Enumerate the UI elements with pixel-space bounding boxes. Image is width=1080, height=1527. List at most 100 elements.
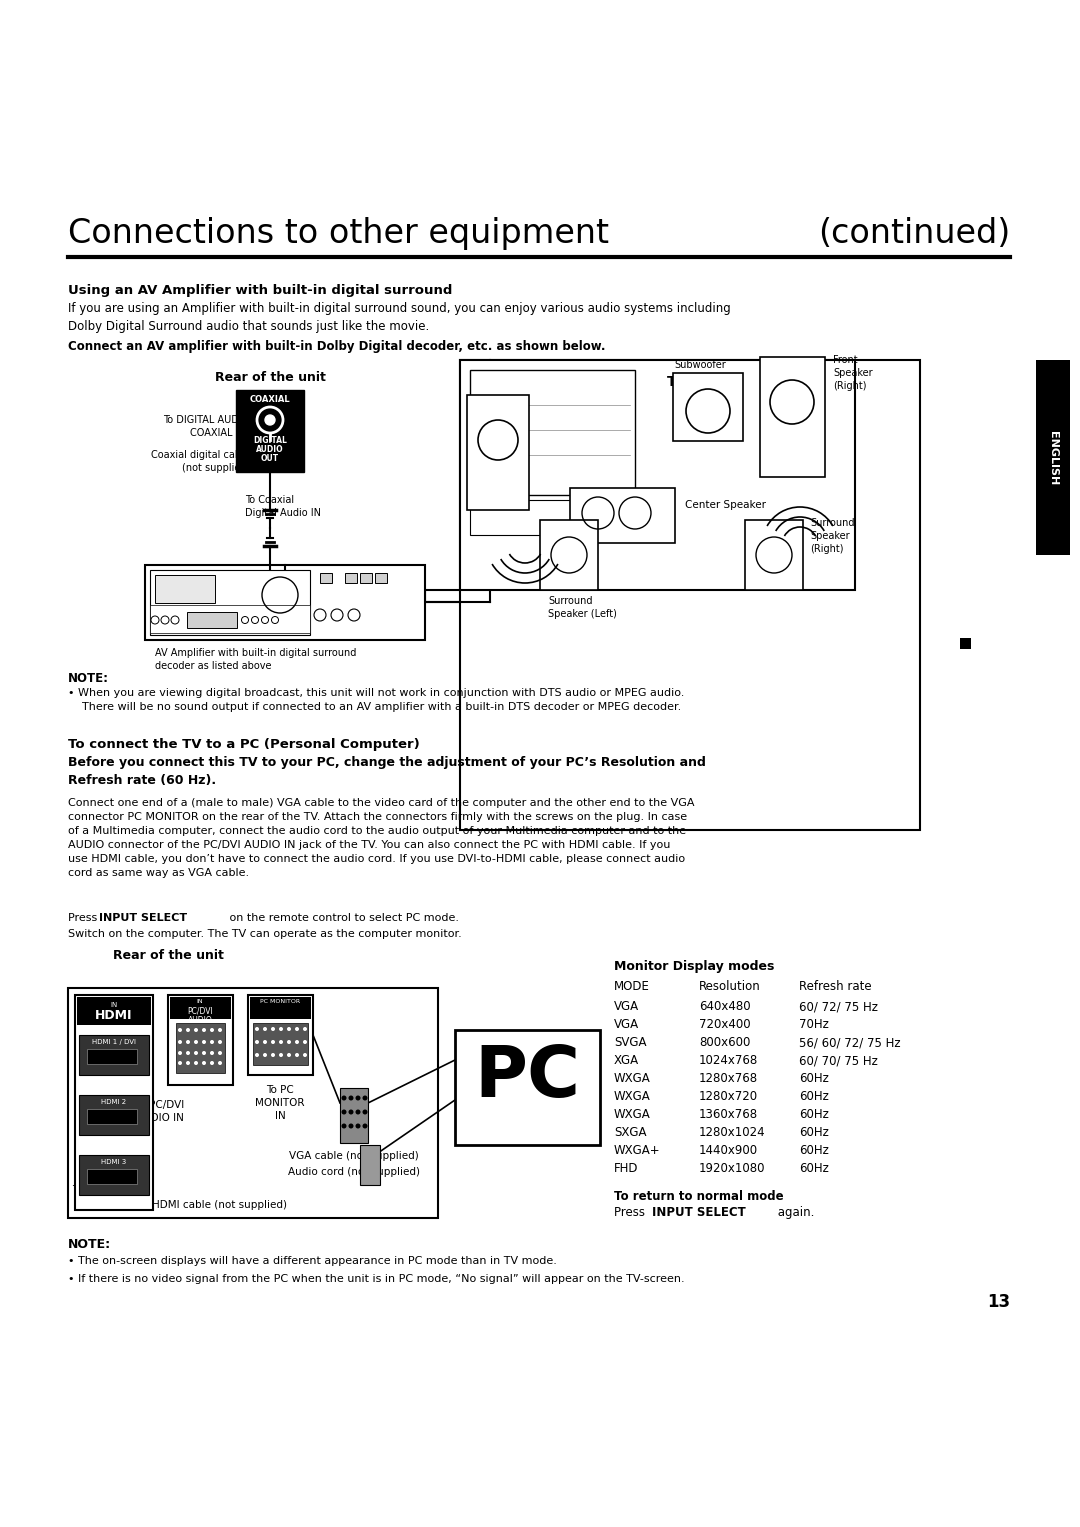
Text: NOTE:: NOTE: bbox=[68, 1238, 111, 1251]
Circle shape bbox=[295, 1040, 299, 1044]
Bar bbox=[745, 521, 804, 589]
Text: Using an AV Amplifier with built-in digital surround: Using an AV Amplifier with built-in digi… bbox=[68, 284, 453, 296]
Text: To PC
MONITOR
IN: To PC MONITOR IN bbox=[255, 1086, 305, 1121]
Circle shape bbox=[279, 1040, 283, 1044]
Circle shape bbox=[194, 1028, 198, 1032]
Text: HDMI 1 / DVI: HDMI 1 / DVI bbox=[92, 1038, 136, 1044]
Text: MODE: MODE bbox=[615, 980, 650, 993]
Circle shape bbox=[265, 415, 275, 425]
Text: To DIGITAL AUDIO /
COAXIAL OUT: To DIGITAL AUDIO / COAXIAL OUT bbox=[163, 415, 256, 438]
Bar bbox=[540, 521, 598, 589]
Text: (continued): (continued) bbox=[818, 217, 1010, 250]
Circle shape bbox=[363, 1110, 367, 1115]
Text: 60Hz: 60Hz bbox=[799, 1109, 828, 1121]
Text: 1280x768: 1280x768 bbox=[699, 1072, 758, 1086]
Text: 60/ 72/ 75 Hz: 60/ 72/ 75 Hz bbox=[799, 1000, 878, 1012]
Text: ENGLISH: ENGLISH bbox=[1048, 431, 1058, 486]
Circle shape bbox=[295, 1054, 299, 1057]
Bar bbox=[340, 1089, 368, 1144]
Circle shape bbox=[349, 1124, 353, 1128]
Bar bbox=[248, 996, 313, 1075]
Text: Rear of the unit: Rear of the unit bbox=[215, 371, 325, 383]
Text: • The on-screen displays will have a different appearance in PC mode than in TV : • The on-screen displays will have a dif… bbox=[68, 1257, 557, 1266]
Bar bbox=[1036, 360, 1070, 554]
Text: VGA cable (not supplied): VGA cable (not supplied) bbox=[289, 1151, 419, 1161]
Text: VGA: VGA bbox=[615, 1000, 639, 1012]
Text: Resolution: Resolution bbox=[699, 980, 760, 993]
Circle shape bbox=[194, 1040, 198, 1044]
Text: FHD: FHD bbox=[615, 1162, 638, 1174]
Circle shape bbox=[202, 1028, 206, 1032]
Circle shape bbox=[255, 1040, 259, 1044]
Text: HDMI: HDMI bbox=[95, 1009, 133, 1022]
Circle shape bbox=[186, 1028, 190, 1032]
Bar bbox=[360, 1145, 380, 1185]
Bar bbox=[253, 1023, 308, 1064]
Bar bbox=[345, 573, 357, 583]
Text: Surround
Speaker (Left): Surround Speaker (Left) bbox=[548, 596, 617, 620]
Text: Center Speaker: Center Speaker bbox=[685, 499, 766, 510]
Circle shape bbox=[287, 1028, 291, 1031]
Circle shape bbox=[255, 1028, 259, 1031]
Bar bbox=[170, 997, 231, 1019]
Bar bbox=[176, 1023, 225, 1073]
Circle shape bbox=[264, 1028, 267, 1031]
Bar bbox=[187, 612, 237, 628]
Circle shape bbox=[355, 1124, 361, 1128]
Bar bbox=[375, 573, 387, 583]
Text: DIGITAL: DIGITAL bbox=[253, 437, 287, 444]
Circle shape bbox=[303, 1028, 307, 1031]
Text: 60Hz: 60Hz bbox=[799, 1125, 828, 1139]
Circle shape bbox=[210, 1051, 214, 1055]
Circle shape bbox=[341, 1124, 347, 1128]
Circle shape bbox=[210, 1040, 214, 1044]
Text: 56/ 60/ 72/ 75 Hz: 56/ 60/ 72/ 75 Hz bbox=[799, 1035, 901, 1049]
Bar bbox=[87, 1170, 137, 1183]
Text: 640x480: 640x480 bbox=[699, 1000, 751, 1012]
Text: Front
Speaker
(Left): Front Speaker (Left) bbox=[468, 395, 508, 432]
Circle shape bbox=[210, 1028, 214, 1032]
Text: To connect the TV to a PC (Personal Computer): To connect the TV to a PC (Personal Comp… bbox=[68, 738, 420, 751]
Text: To Coaxial
Digital Audio IN: To Coaxial Digital Audio IN bbox=[245, 495, 321, 518]
Bar bbox=[460, 360, 920, 831]
Bar bbox=[360, 573, 372, 583]
Circle shape bbox=[178, 1040, 183, 1044]
Bar bbox=[470, 370, 635, 495]
Circle shape bbox=[178, 1051, 183, 1055]
Text: VGA: VGA bbox=[615, 1019, 639, 1031]
Bar bbox=[455, 1031, 600, 1145]
Bar bbox=[150, 605, 310, 634]
Circle shape bbox=[186, 1061, 190, 1064]
Bar bbox=[960, 638, 971, 649]
Circle shape bbox=[271, 1040, 275, 1044]
Circle shape bbox=[202, 1061, 206, 1064]
Bar bbox=[156, 576, 215, 603]
Text: • If there is no video signal from the PC when the unit is in PC mode, “No signa: • If there is no video signal from the P… bbox=[68, 1274, 685, 1284]
Circle shape bbox=[178, 1028, 183, 1032]
Text: 13: 13 bbox=[987, 1293, 1010, 1312]
Text: Coaxial digital cable
(not supplied): Coaxial digital cable (not supplied) bbox=[151, 450, 249, 473]
Text: Switch on the computer. The TV can operate as the computer monitor.: Switch on the computer. The TV can opera… bbox=[68, 928, 462, 939]
Text: AUDIO: AUDIO bbox=[256, 444, 284, 454]
Bar bbox=[150, 570, 310, 635]
Bar bbox=[87, 1109, 137, 1124]
Circle shape bbox=[271, 1054, 275, 1057]
Text: WXGA: WXGA bbox=[615, 1072, 651, 1086]
Text: PC MONITOR: PC MONITOR bbox=[260, 999, 300, 1003]
Text: To return to normal mode: To return to normal mode bbox=[615, 1190, 784, 1203]
Text: on the remote control to select PC mode.: on the remote control to select PC mode. bbox=[226, 913, 459, 922]
Text: SVGA: SVGA bbox=[615, 1035, 647, 1049]
Text: 1024x768: 1024x768 bbox=[699, 1054, 758, 1067]
Bar bbox=[77, 997, 151, 1025]
Circle shape bbox=[303, 1054, 307, 1057]
Bar bbox=[467, 395, 529, 510]
Text: Monitor Display modes: Monitor Display modes bbox=[615, 960, 774, 973]
Bar bbox=[673, 373, 743, 441]
Text: Front
Speaker
(Right): Front Speaker (Right) bbox=[833, 354, 873, 391]
Bar bbox=[77, 1006, 151, 1025]
Circle shape bbox=[363, 1124, 367, 1128]
Bar bbox=[570, 489, 675, 544]
Bar bbox=[320, 573, 332, 583]
Text: WXGA: WXGA bbox=[615, 1090, 651, 1102]
Text: 60/ 70/ 75 Hz: 60/ 70/ 75 Hz bbox=[799, 1054, 878, 1067]
